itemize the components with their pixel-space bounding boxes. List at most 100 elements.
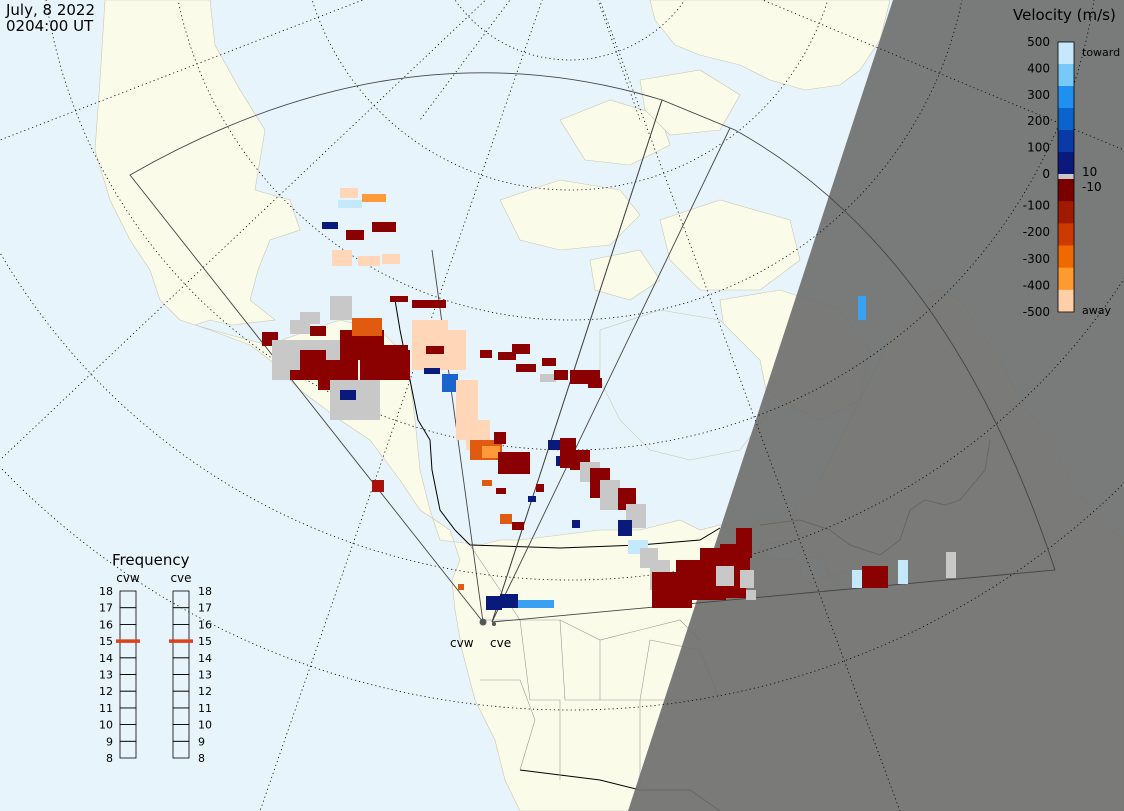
frequency-panel: Frequency cvw18171615141312111098cve1817… bbox=[99, 551, 212, 765]
colorbar-segment-toward bbox=[1058, 152, 1074, 175]
frequency-scale-label: 12 bbox=[198, 685, 212, 698]
frequency-scale-label: 8 bbox=[106, 752, 113, 765]
hudson-bay bbox=[599, 309, 771, 461]
velocity-cell bbox=[498, 452, 530, 474]
arctic-island bbox=[559, 99, 671, 166]
frequency-cell bbox=[119, 740, 137, 759]
velocity-cell bbox=[390, 296, 408, 302]
velocity-cell bbox=[362, 194, 386, 202]
frequency-radar-label: cve bbox=[170, 571, 191, 585]
frequency-scale-label: 16 bbox=[198, 618, 212, 631]
colorbar-toward-label: toward bbox=[1082, 46, 1120, 59]
frequency-scale-label: 16 bbox=[99, 618, 113, 631]
velocity-cell bbox=[290, 320, 310, 334]
velocity-cell bbox=[548, 440, 562, 450]
velocity-cell bbox=[482, 480, 492, 486]
velocity-cell bbox=[346, 230, 364, 240]
velocity-cell bbox=[538, 600, 554, 608]
velocity-cell bbox=[528, 496, 536, 502]
colorbar-segment-toward bbox=[1058, 42, 1074, 65]
colorbar-segment-away bbox=[1058, 245, 1074, 269]
cvw-field-of-view bbox=[129, 72, 663, 623]
frequency-scale-label: 9 bbox=[106, 735, 113, 748]
frequency-scale-label: 15 bbox=[198, 635, 212, 648]
velocity-cell bbox=[382, 254, 400, 264]
colorbar-minus-threshold: -10 bbox=[1082, 180, 1102, 194]
velocity-cell bbox=[600, 480, 620, 510]
arctic-island bbox=[659, 199, 801, 291]
frequency-radar-label: cvw bbox=[116, 571, 140, 585]
colorbar-away-label: away bbox=[1082, 304, 1111, 317]
colorbar-tick-label: 100 bbox=[1027, 141, 1050, 155]
colorbar-segment-toward bbox=[1058, 108, 1074, 131]
colorbar-tick-label: -400 bbox=[1023, 278, 1050, 292]
velocity-cell bbox=[572, 520, 580, 528]
radar-site-label-cvw: cvw bbox=[450, 636, 474, 650]
frequency-scale-label: 14 bbox=[99, 652, 113, 665]
arctic-island bbox=[589, 249, 661, 301]
velocity-cell bbox=[372, 222, 396, 232]
velocity-cell bbox=[440, 330, 466, 370]
velocity-cell bbox=[290, 370, 302, 380]
velocity-cell bbox=[330, 296, 352, 320]
velocity-cell bbox=[746, 590, 756, 600]
frequency-scale-label: 12 bbox=[99, 685, 113, 698]
frequency-scale-label: 14 bbox=[198, 652, 212, 665]
colorbar-plus-threshold: 10 bbox=[1082, 165, 1097, 179]
colorbar-segment-toward bbox=[1058, 130, 1074, 153]
radar-site-cve bbox=[492, 622, 496, 626]
velocity-cell bbox=[496, 488, 506, 494]
velocity-cells bbox=[262, 188, 956, 610]
velocity-cell bbox=[500, 594, 518, 608]
colorbar-segment-away bbox=[1058, 223, 1074, 246]
colorbar-ground-scatter bbox=[1058, 174, 1074, 179]
frequency-scale-label: 11 bbox=[198, 702, 212, 715]
colorbar-tick-label: -100 bbox=[1023, 199, 1050, 213]
colorbar-segment-away bbox=[1058, 289, 1074, 313]
velocity-cell bbox=[500, 514, 512, 524]
velocity-cell bbox=[512, 522, 524, 530]
colorbar-segment-toward bbox=[1058, 86, 1074, 109]
velocity-cell bbox=[716, 566, 734, 586]
velocity-cell bbox=[660, 596, 674, 606]
colorbar-tick-label: 500 bbox=[1027, 35, 1050, 49]
frequency-scale-label: 10 bbox=[198, 719, 212, 732]
velocity-cell bbox=[512, 344, 530, 354]
frequency-cell bbox=[172, 740, 190, 759]
colorbar-title: Velocity (m/s) bbox=[1013, 6, 1116, 24]
frequency-scale-label: 9 bbox=[198, 735, 205, 748]
colorbar-tick-label: 400 bbox=[1027, 61, 1050, 75]
velocity-cell bbox=[372, 480, 384, 492]
velocity-cell bbox=[480, 350, 492, 358]
radar-site-label-cve: cve bbox=[490, 636, 511, 650]
frequency-scale-label: 13 bbox=[99, 669, 113, 682]
frequency-scale-label: 10 bbox=[99, 719, 113, 732]
velocity-cell bbox=[412, 300, 446, 308]
night-terminator-region bbox=[628, 0, 1124, 811]
velocity-cell bbox=[310, 326, 326, 336]
frequency-title: Frequency bbox=[112, 551, 190, 569]
velocity-cell bbox=[340, 188, 358, 198]
frequency-scale-label: 15 bbox=[99, 635, 113, 648]
velocity-cell bbox=[340, 390, 356, 400]
colorbar-segment-away bbox=[1058, 179, 1074, 202]
velocity-cell bbox=[536, 484, 544, 492]
velocity-cell bbox=[542, 358, 556, 366]
velocity-cell bbox=[516, 364, 536, 372]
frequency-scale-label: 18 bbox=[99, 585, 113, 598]
velocity-cell bbox=[518, 600, 540, 608]
velocity-cell bbox=[852, 570, 862, 588]
velocity-cell bbox=[740, 570, 754, 588]
velocity-cell bbox=[618, 520, 632, 536]
frequency-scale-label: 17 bbox=[99, 602, 113, 615]
velocity-cell bbox=[338, 200, 362, 208]
velocity-cell bbox=[554, 370, 568, 380]
velocity-cell bbox=[540, 374, 556, 382]
greenland-landmass bbox=[649, 0, 891, 91]
velocity-cell bbox=[458, 584, 464, 590]
frequency-scale-label: 11 bbox=[99, 702, 113, 715]
velocity-cell bbox=[482, 446, 500, 458]
colorbar-frame bbox=[1057, 41, 1075, 313]
